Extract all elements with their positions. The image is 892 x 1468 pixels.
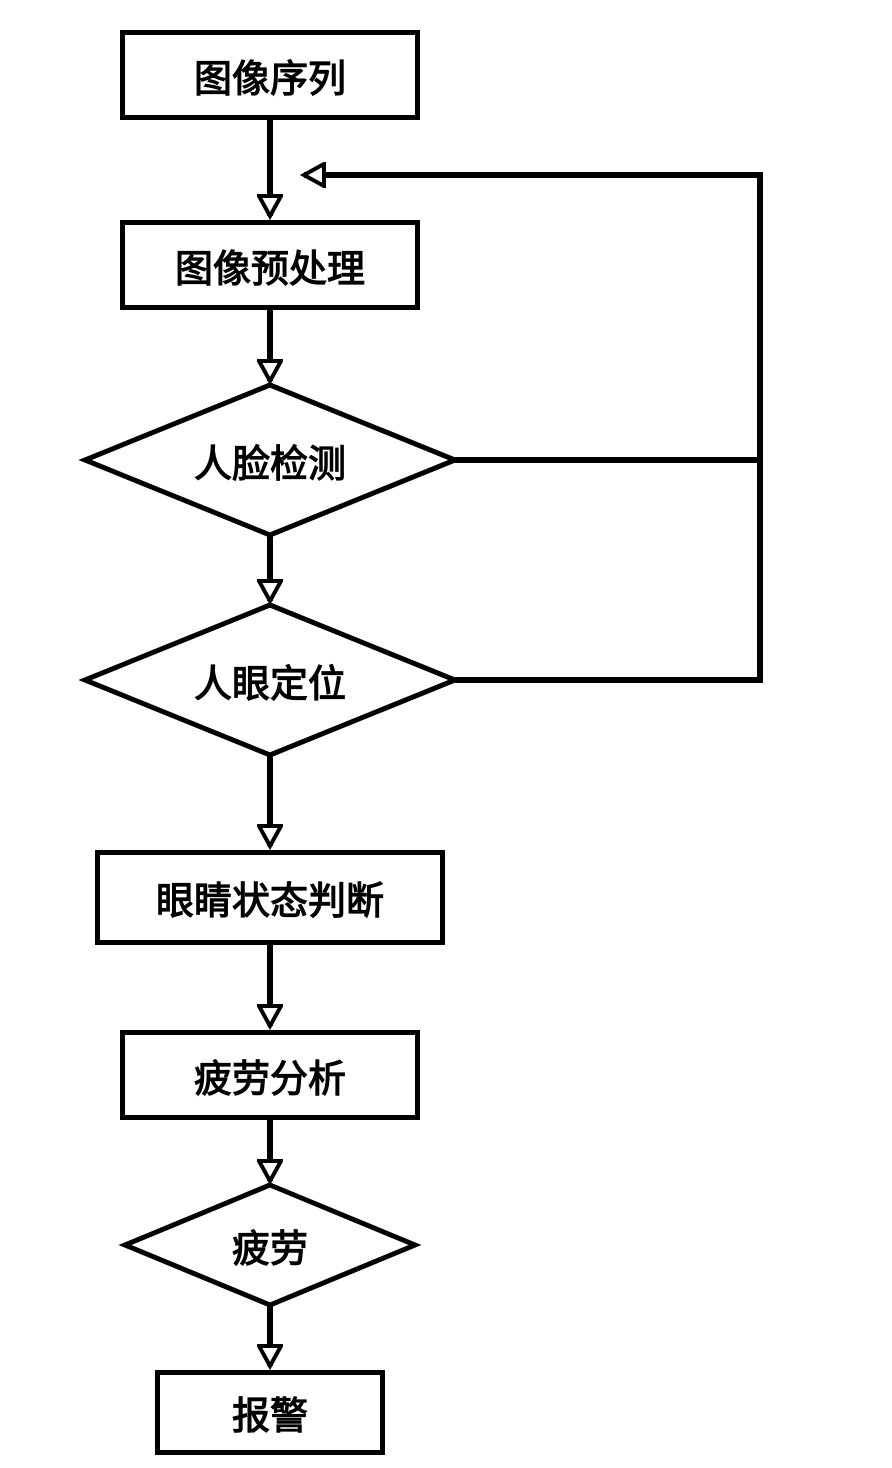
- diamond-label-eye-locate: 人眼定位: [85, 605, 455, 755]
- node-label: 人眼定位: [194, 653, 346, 708]
- node-label: 疲劳: [232, 1218, 308, 1273]
- node-preprocessing: 图像预处理: [120, 220, 420, 310]
- node-label: 疲劳分析: [194, 1048, 346, 1103]
- node-label: 报警: [232, 1385, 308, 1440]
- node-label: 图像序列: [194, 48, 346, 103]
- node-alarm: 报警: [155, 1370, 385, 1455]
- node-image-sequence: 图像序列: [120, 30, 420, 120]
- diamond-label-face-detect: 人脸检测: [85, 385, 455, 535]
- node-fatigue-analysis: 疲劳分析: [120, 1030, 420, 1120]
- diamond-label-fatigue: 疲劳: [125, 1185, 415, 1305]
- feedback-edge-n4: [455, 460, 760, 680]
- node-eye-state: 眼睛状态判断: [95, 850, 445, 945]
- node-label: 图像预处理: [175, 238, 365, 293]
- node-label: 人脸检测: [194, 433, 346, 488]
- node-label: 眼睛状态判断: [156, 870, 384, 925]
